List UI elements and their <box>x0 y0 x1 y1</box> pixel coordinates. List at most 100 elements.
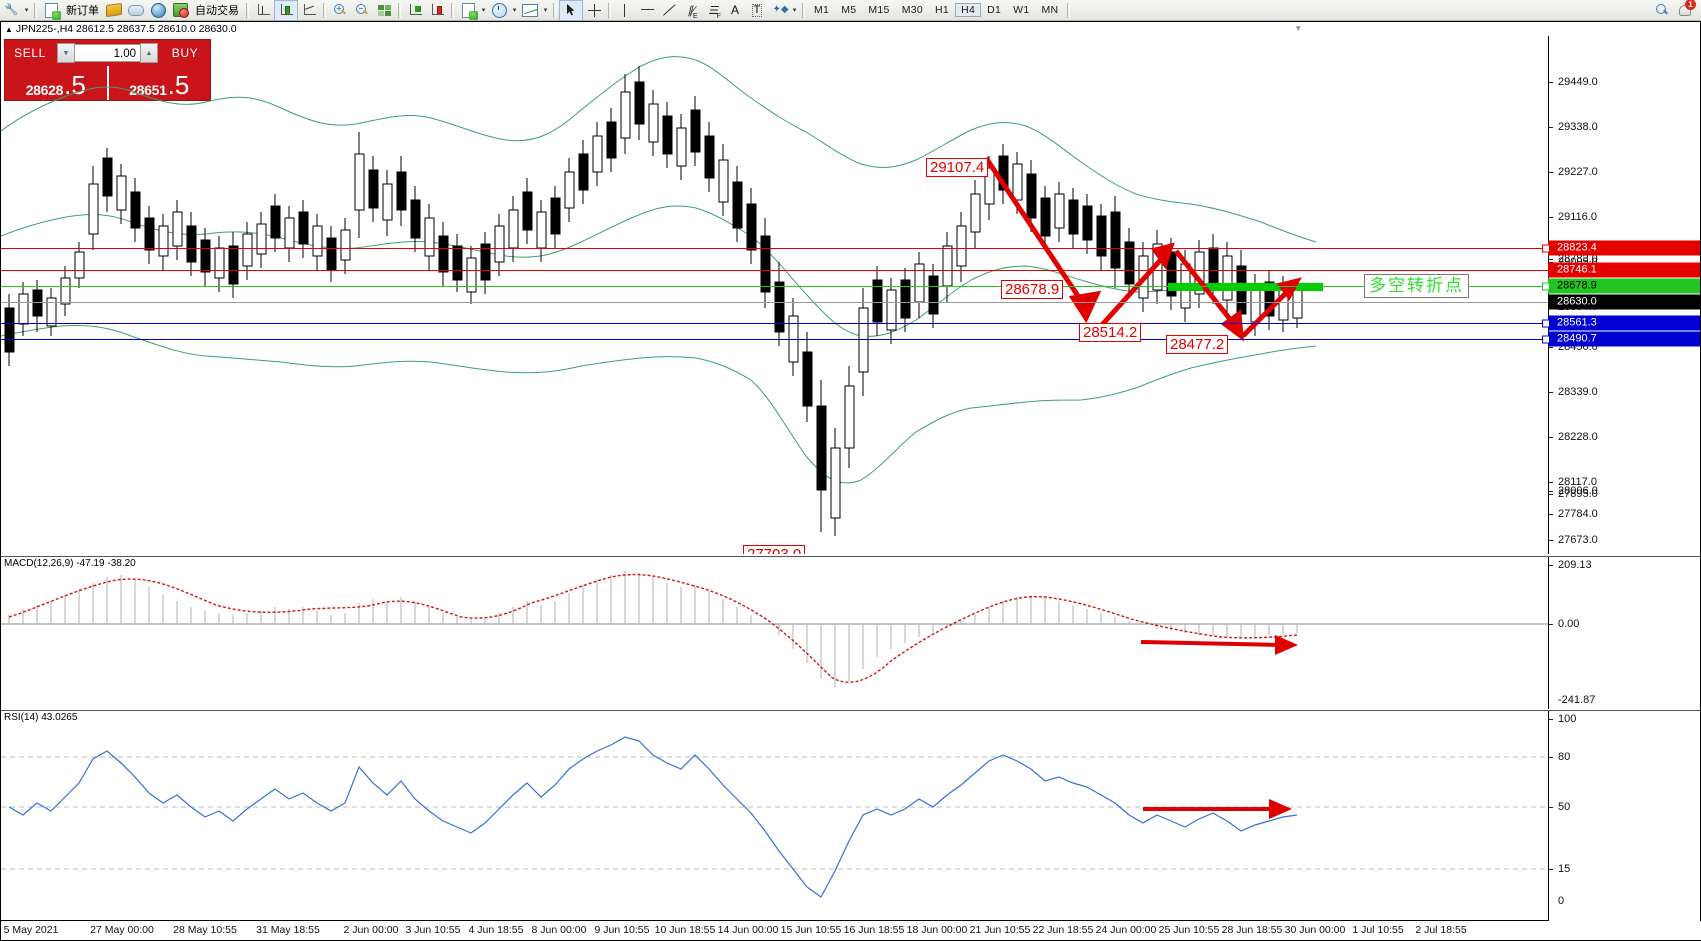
rsi-plot-area[interactable] <box>1 711 1548 921</box>
one-click-trading-panel[interactable]: SELL ▼ 1.00 ▲ BUY 28628 .5 28651 .5 <box>4 39 211 101</box>
period-clock-icon[interactable] <box>488 1 510 20</box>
cloud-icon[interactable] <box>125 1 147 20</box>
price-chip-value: 28678.9 <box>1557 279 1597 292</box>
toolbar-separator <box>451 2 454 18</box>
rsi-scale[interactable]: 100 80 50 15 0 <box>1548 711 1700 921</box>
chart-shift-icon[interactable] <box>404 1 426 20</box>
resistance-line-1[interactable] <box>1 248 1548 249</box>
shapes-icon[interactable]: ✦◆ <box>772 4 789 15</box>
timeframe-h4[interactable]: H4 <box>955 3 982 17</box>
fibonacci-icon[interactable]: ☰ F <box>708 4 721 20</box>
time-label: 31 May 18:55 <box>256 924 320 936</box>
new-order-icon[interactable] <box>40 1 62 20</box>
alert-icon[interactable]: 1 <box>1673 0 1696 20</box>
downtrend-arrow-1 <box>983 156 1102 324</box>
drag-handle[interactable] <box>1542 244 1550 253</box>
price-chip-value: 28823.4 <box>1557 241 1597 254</box>
drag-handle[interactable] <box>1542 319 1550 328</box>
annotation-label-28678[interactable]: 28678.9 <box>1001 280 1064 299</box>
globe-icon[interactable] <box>147 1 169 20</box>
trendline-icon[interactable] <box>658 1 680 20</box>
volume-input[interactable]: 1.00 <box>75 44 140 62</box>
toolbar-separator <box>34 2 37 18</box>
period-dropdown-caret-icon[interactable]: ▾ <box>512 7 517 14</box>
resistance-line-2[interactable] <box>1 270 1548 271</box>
price-chip-support-1[interactable]: 28561.3 <box>1542 315 1700 331</box>
drag-handle[interactable] <box>1542 282 1550 291</box>
volume-increment-button[interactable]: ▲ <box>140 43 158 63</box>
cursor-icon[interactable] <box>559 0 583 21</box>
indicators-dropdown-caret-icon[interactable]: ▾ <box>481 7 486 14</box>
text-label-icon[interactable]: T <box>751 3 763 17</box>
auto-trading-icon[interactable] <box>169 1 191 20</box>
horizontal-line-icon[interactable] <box>636 1 658 20</box>
price-chip-pivot[interactable]: 28678.9 <box>1542 278 1700 294</box>
price-scale[interactable]: 29449.0 29338.0 29227.0 29116.0 29005.0 … <box>1542 36 1701 554</box>
wrench-dropdown-caret-icon[interactable]: ▾ <box>24 7 29 14</box>
annotation-label-29107[interactable]: 29107.4 <box>926 158 989 177</box>
line-chart-icon[interactable] <box>298 1 320 20</box>
buy-button[interactable]: BUY <box>171 46 199 60</box>
shapes-dropdown-caret-icon[interactable]: ▾ <box>792 7 797 14</box>
timeframe-h1[interactable]: H1 <box>935 4 950 16</box>
price-pane[interactable]: 29107.4 28678.9 28514.2 28477.2 27703.0 … <box>1 36 1700 554</box>
price-chip-resistance-1[interactable]: 28823.4 <box>1542 240 1700 256</box>
candle-chart-icon[interactable] <box>274 0 298 21</box>
autoscroll-icon[interactable] <box>426 1 448 20</box>
annotation-label-27703[interactable]: 27703.0 <box>743 545 806 554</box>
buy-price-decimal: .5 <box>167 70 190 100</box>
timeframe-w1[interactable]: W1 <box>1013 4 1030 16</box>
timeframe-m15[interactable]: M15 <box>868 4 890 16</box>
auto-trading-button[interactable]: 自动交易 <box>195 5 239 17</box>
timeframe-m1[interactable]: M1 <box>814 4 830 16</box>
price-chip-resistance-2[interactable]: 28746.1 <box>1548 262 1700 278</box>
templates-icon[interactable] <box>519 1 541 20</box>
window-collapse-caret-icon[interactable]: ▾ <box>1296 23 1301 33</box>
macd-pane[interactable]: MACD(12,26,9) -47.19 -38.20 <box>1 556 1700 709</box>
pivot-line[interactable] <box>1 286 1548 287</box>
crosshair-icon[interactable] <box>583 1 605 20</box>
zoom-out-icon[interactable]: − <box>351 1 373 20</box>
wrench-icon[interactable]: 🔧 <box>4 3 19 16</box>
macd-plot-area[interactable] <box>1 557 1548 709</box>
timeframe-mn[interactable]: MN <box>1041 4 1059 16</box>
annotation-label-28514[interactable]: 28514.2 <box>1079 323 1142 342</box>
grid-icon[interactable] <box>373 1 395 20</box>
chinese-annotation-note[interactable]: 多空转折点 <box>1364 274 1469 298</box>
time-axis[interactable]: 5 May 2021 27 May 00:00 28 May 10:55 31 … <box>1 920 1701 940</box>
chart-window[interactable]: ▲ JPN225-,H4 28612.5 28637.5 28610.0 286… <box>0 21 1701 941</box>
drag-handle[interactable] <box>1542 335 1550 344</box>
rsi-chart-svg <box>1 736 1548 898</box>
timeframe-m30[interactable]: M30 <box>901 4 924 16</box>
search-icon[interactable] <box>1651 1 1673 20</box>
text-icon[interactable]: A <box>730 3 739 17</box>
support-line-1[interactable] <box>1 323 1548 324</box>
price-plot-area[interactable]: 29107.4 28678.9 28514.2 28477.2 27703.0 … <box>1 36 1548 554</box>
vertical-line-icon[interactable] <box>614 1 636 20</box>
rsi-tick: 80 <box>1549 751 1701 763</box>
indicators-icon[interactable] <box>457 1 479 20</box>
toolbar-separator <box>553 2 556 18</box>
timeframe-d1[interactable]: D1 <box>987 4 1002 16</box>
money-icon[interactable] <box>103 1 125 20</box>
support-line-2[interactable] <box>1 339 1548 340</box>
equidistant-channel-icon[interactable]: ∥∕ E <box>687 4 698 20</box>
bar-chart-icon[interactable] <box>252 1 274 20</box>
price-chip-support-2[interactable]: 28490.7 <box>1542 331 1700 347</box>
new-order-button[interactable]: 新订单 <box>66 5 99 17</box>
chart-expand-icon[interactable]: ▲ <box>5 24 13 34</box>
toolbar-separator <box>398 2 401 18</box>
rsi-indicator-label: RSI(14) 43.0265 <box>4 712 78 723</box>
current-price-line[interactable] <box>1 302 1548 303</box>
time-label: 4 Jun 18:55 <box>468 924 524 936</box>
sell-button[interactable]: SELL <box>14 46 46 60</box>
zoom-in-icon[interactable]: + <box>329 1 351 20</box>
volume-decrement-button[interactable]: ▼ <box>57 43 75 63</box>
price-tick: 29227.0 <box>1549 166 1701 178</box>
annotation-label-28477[interactable]: 28477.2 <box>1166 335 1229 354</box>
bollinger-lower-band <box>1 325 1317 484</box>
templates-dropdown-caret-icon[interactable]: ▾ <box>543 7 548 14</box>
rsi-pane[interactable]: RSI(14) 43.0265 100 80 50 15 0 <box>1 710 1700 921</box>
timeframe-m5[interactable]: M5 <box>841 4 857 16</box>
macd-scale[interactable]: 209.13 0.00 -241.87 <box>1548 557 1700 709</box>
